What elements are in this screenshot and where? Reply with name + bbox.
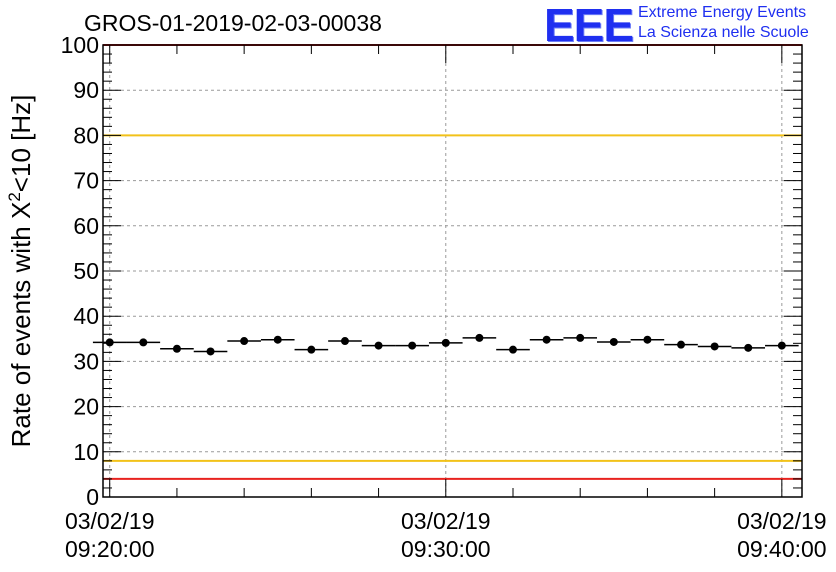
data-point-3 (206, 347, 215, 356)
x-tick-label-date-0: 03/02/19 (65, 508, 155, 534)
y-tick-label-50: 50 (73, 258, 99, 284)
x-tick-label-time-0: 09:20:00 (65, 536, 155, 562)
y-tick-label-70: 70 (73, 168, 99, 194)
y-tick-label-30: 30 (73, 348, 99, 374)
data-point-6 (307, 345, 316, 354)
x-tick-label-date-1: 03/02/19 (401, 508, 491, 534)
y-tick-label-60: 60 (73, 213, 99, 239)
y-tick-label-40: 40 (73, 303, 99, 329)
data-point-20 (777, 341, 786, 350)
x-tick-label-time-1: 09:30:00 (401, 536, 491, 562)
data-point-19 (744, 343, 753, 352)
logo-tagline-1: Extreme Energy Events (638, 4, 807, 21)
data-point-8 (374, 341, 383, 350)
y-tick-label-90: 90 (73, 77, 99, 103)
data-point-4 (240, 337, 249, 346)
data-point-18 (710, 342, 719, 351)
reference-lines (103, 44, 802, 480)
data-point-2 (172, 344, 181, 353)
axis-ticks (103, 44, 802, 498)
data-point-12 (508, 345, 517, 354)
chart-title: GROS-01-2019-02-03-00038 (84, 10, 382, 36)
data-point-16 (643, 335, 652, 344)
y-tick-label-80: 80 (73, 122, 99, 148)
tick-labels: 010203040506070809010003/02/1909:20:0003… (61, 32, 827, 562)
eee-logo: EEE Extreme Energy Events La Scienza nel… (544, 0, 834, 51)
data-point-7 (340, 337, 349, 346)
data-point-11 (475, 333, 484, 342)
data-point-0 (105, 338, 114, 347)
y-tick-label-10: 10 (73, 439, 99, 465)
eee-logo-mark: EEE (544, 0, 634, 51)
grid-lines (103, 45, 802, 497)
data-points (92, 333, 799, 356)
data-point-15 (609, 337, 618, 346)
x-tick-label-date-2: 03/02/19 (737, 508, 827, 534)
data-point-9 (408, 341, 417, 350)
y-axis-label: Rate of events with X2<10 [Hz] (5, 95, 36, 448)
y-tick-label-100: 100 (61, 32, 99, 58)
y-tick-label-20: 20 (73, 394, 99, 420)
data-point-14 (576, 333, 585, 342)
data-point-1 (139, 338, 148, 347)
data-point-13 (542, 335, 551, 344)
data-point-10 (441, 338, 450, 347)
x-tick-label-time-2: 09:40:00 (737, 536, 827, 562)
logo-tagline-2: La Scienza nelle Scuole (638, 24, 809, 41)
data-point-17 (677, 340, 686, 349)
data-point-5 (273, 335, 282, 344)
y-tick-label-0: 0 (86, 484, 99, 510)
